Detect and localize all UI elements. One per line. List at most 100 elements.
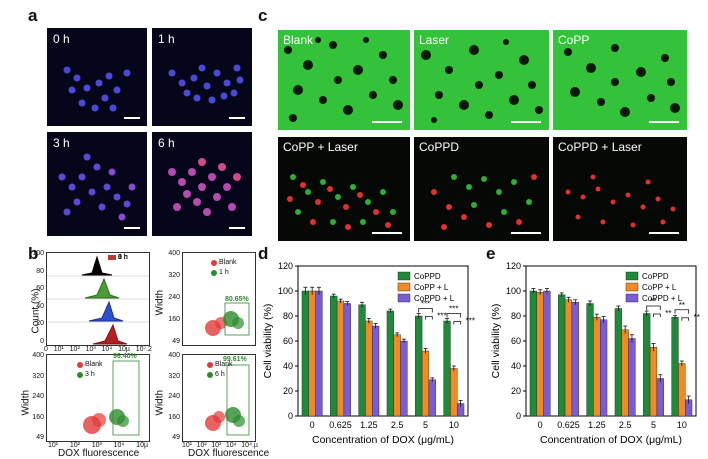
live-dead-copp: CoPP xyxy=(553,30,687,130)
y-tick-label: 160 xyxy=(168,413,180,421)
x-tick-label: 0 xyxy=(538,420,543,430)
y-tick-label: 320 xyxy=(168,372,180,380)
panel-c-label: Laser xyxy=(419,33,450,47)
hist-xticks: 0 10¹ 10² 10³ 10⁴ 10µ 10⁷.2 xyxy=(44,346,152,353)
bar xyxy=(443,320,451,417)
panel-c-label: CoPPD + Laser xyxy=(558,140,642,154)
scale-bar xyxy=(124,227,140,229)
y-tick-label: 240 xyxy=(168,393,180,400)
scatter-xticks: 10¹ 10² 10³ 10⁴ 10⁴.µ xyxy=(182,442,258,449)
bar xyxy=(428,379,436,417)
x-tick-label: 10 xyxy=(449,420,459,430)
hist-0h xyxy=(81,255,113,276)
legend-dot xyxy=(211,259,217,266)
x-tick-label: 2.5 xyxy=(391,420,404,430)
bar xyxy=(564,299,573,417)
texture xyxy=(431,174,537,230)
significance-bracket xyxy=(453,321,462,325)
legend-swatch xyxy=(397,293,411,303)
significance-label: *** xyxy=(421,300,430,309)
legend-label: Blank xyxy=(215,361,233,368)
x-tick-label: 10⁴.µ xyxy=(241,442,258,449)
x-tick-label: 10¹ xyxy=(182,442,193,449)
x-tick-label: 10⁷.2 xyxy=(135,346,152,353)
panel-label-c: c xyxy=(258,6,268,25)
legend-label: 0 h xyxy=(118,254,128,261)
live-dead-blank: Blank xyxy=(278,30,410,130)
xlabel: DOX fluorescence xyxy=(58,448,140,459)
legend-label: 6 h xyxy=(215,371,225,378)
texture xyxy=(565,174,676,228)
live-dead-laser: Laser xyxy=(414,30,549,130)
panel-label-a: a xyxy=(28,6,38,25)
scale-bar xyxy=(229,227,245,229)
x-tick-label: 0.625 xyxy=(557,420,580,430)
x-tick-label: 10µ xyxy=(136,442,148,449)
bar xyxy=(628,338,636,417)
x-tick-label: 5 xyxy=(423,420,428,430)
live-dead-coppd-laser: CoPPD + Laser xyxy=(553,137,687,241)
y-tick-label: 240 xyxy=(32,393,44,400)
bar xyxy=(656,378,664,417)
gate-percent: 96.40% xyxy=(113,353,137,360)
histogram-svg xyxy=(47,255,149,345)
legend-label: CoPP + L xyxy=(414,283,449,292)
legend-swatch xyxy=(397,282,411,292)
x-tick-label: 10² xyxy=(196,442,207,449)
x-tick-label: 10² xyxy=(69,442,80,449)
micrograph-6h: 6 h xyxy=(152,132,252,236)
y-tick-label: 80 xyxy=(283,311,293,321)
bar xyxy=(586,303,594,417)
bar xyxy=(308,290,316,417)
significance-label: *** xyxy=(466,317,475,326)
y-tick-label: 320 xyxy=(168,272,180,279)
y-tick-label: 60 xyxy=(36,285,44,293)
y-tick-label: 120 xyxy=(506,261,521,271)
x-tick-label: 0.625 xyxy=(329,420,352,430)
y-tick-label: 49 xyxy=(36,434,44,441)
texture xyxy=(284,37,403,122)
x-tick-label: 0 xyxy=(44,346,48,353)
scatter-yticks: 400 320 240 160 49 xyxy=(166,352,180,442)
micrograph-3h: 3 h xyxy=(47,132,147,236)
x-tick-label: 2.5 xyxy=(619,420,632,430)
y-tick-label: 20 xyxy=(36,320,44,328)
y-tick-label: 240 xyxy=(168,294,180,301)
bar xyxy=(421,350,430,417)
x-tick-label: 10³ xyxy=(91,442,102,449)
bar xyxy=(614,308,622,417)
y-tick-label: 160 xyxy=(32,413,44,421)
bar xyxy=(529,290,537,417)
legend-label: 3 h xyxy=(118,254,128,261)
bar xyxy=(543,290,551,417)
bar xyxy=(621,329,629,417)
y-tick-label: 60 xyxy=(511,336,521,346)
panel-label-e: e xyxy=(486,244,496,263)
y-tick-label: 0 xyxy=(40,338,44,345)
texture xyxy=(287,174,396,230)
bar xyxy=(671,317,679,417)
x-tick-label: 10¹ xyxy=(48,442,59,449)
significance-bracket xyxy=(446,313,462,318)
legend-dot xyxy=(207,371,213,378)
gate-percent: 80.65% xyxy=(225,296,249,303)
bar xyxy=(336,300,345,417)
legend-label: CoPPD xyxy=(642,272,669,281)
bar xyxy=(330,295,338,417)
y-axis-label: Cell viability (%) xyxy=(262,304,274,379)
y-tick-label: 400 xyxy=(32,352,44,359)
bar xyxy=(343,303,351,417)
histogram-plot xyxy=(46,252,150,346)
y-tick-label: 320 xyxy=(32,372,44,380)
scatter-svg xyxy=(83,360,140,436)
bar xyxy=(415,315,423,417)
significance-label: ** xyxy=(665,309,671,318)
x-tick-label: 0 xyxy=(310,420,315,430)
micrograph-label: 6 h xyxy=(158,136,175,150)
live-dead-coppd: CoPPD xyxy=(414,137,549,241)
scale-bar xyxy=(649,232,679,234)
scatter-yticks: 400 320 240 160 49 xyxy=(30,352,44,442)
y-tick-label: 120 xyxy=(278,261,293,271)
scale-bar xyxy=(649,121,679,123)
legend-swatch xyxy=(625,282,639,292)
